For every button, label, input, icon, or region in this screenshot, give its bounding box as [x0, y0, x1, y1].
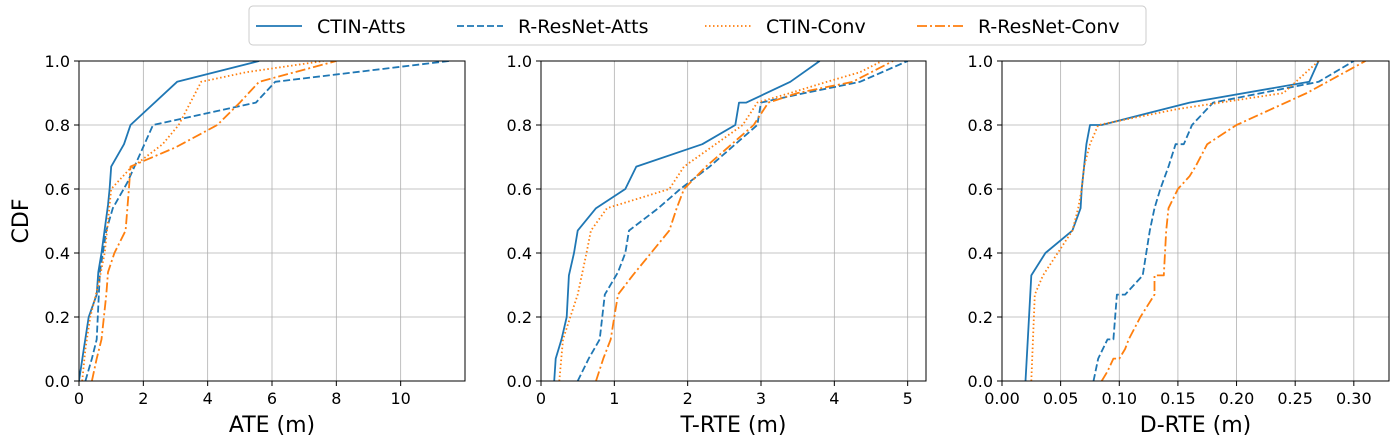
- y-tick-label: 0.6: [968, 180, 993, 199]
- y-tick-label: 0.0: [507, 372, 532, 391]
- legend-label-ctin-conv: CTIN-Conv: [766, 16, 866, 38]
- x-tick-label: 5: [903, 389, 913, 408]
- y-axis-label: CDF: [9, 199, 34, 244]
- x-tick-label: 6: [267, 389, 277, 408]
- x-tick-label: 1: [609, 389, 619, 408]
- x-tick-label: 10: [390, 389, 410, 408]
- x-tick-label: 4: [203, 389, 213, 408]
- x-tick-label: 3: [756, 389, 766, 408]
- legend-label-ctin-atts: CTIN-Atts: [317, 16, 406, 38]
- y-tick-label: 0.6: [45, 180, 70, 199]
- series-line-r-resnet-atts: [576, 61, 909, 381]
- panels: 0 2 4 6 8 10 0.0 0.2 0.4 0.6 0.8 1.0 ATE (m) 0 1 2 3 4 5 0.…: [45, 52, 1390, 438]
- x-tick-label: 0.20: [1219, 389, 1255, 408]
- series-line-ctin-conv: [558, 61, 883, 381]
- x-axis-label: T-RTE (m): [680, 413, 787, 438]
- legend-label-r-resnet-conv: R-ResNet-Conv: [978, 16, 1120, 38]
- x-tick-label: 0.30: [1336, 389, 1372, 408]
- legend: CTIN-Atts R-ResNet-Atts CTIN-Conv R-ResNet-…: [248, 5, 1147, 46]
- series-line-ctin-atts: [1024, 61, 1320, 381]
- series-line-ctin-atts: [553, 61, 821, 381]
- x-axis-label: D-RTE (m): [1140, 413, 1252, 438]
- series-line-r-resnet-atts: [1092, 61, 1355, 381]
- axes-frame: [1001, 60, 1390, 382]
- series-line-ctin-conv: [81, 61, 324, 381]
- y-tick-label: 0.2: [968, 308, 993, 327]
- x-tick-label: 2: [683, 389, 693, 408]
- legend-box: [248, 5, 1147, 46]
- legend-label-r-resnet-atts: R-ResNet-Atts: [518, 16, 648, 38]
- y-tick-label: 0.0: [968, 372, 993, 391]
- series-line-ctin-atts: [79, 61, 260, 381]
- y-tick-label: 0.4: [45, 244, 70, 263]
- series-line-ctin-conv: [1030, 61, 1320, 381]
- series-line-r-resnet-atts: [84, 61, 450, 381]
- y-tick-label: 1.0: [45, 52, 70, 71]
- x-tick-label: 2: [138, 389, 148, 408]
- y-tick-label: 0.8: [45, 116, 70, 135]
- panel-2: 0 1 2 3 4 5 0.0 0.2 0.4 0.6 0.8 1.0 T-RTE (m): [507, 52, 927, 438]
- x-tick-label: 0.25: [1277, 389, 1313, 408]
- x-tick-label: 0: [536, 389, 546, 408]
- x-tick-label: 4: [829, 389, 839, 408]
- y-tick-label: 0.8: [507, 116, 532, 135]
- y-tick-label: 0.4: [507, 244, 532, 263]
- y-tick-label: 0.2: [507, 308, 532, 327]
- x-tick-label: 0.00: [984, 389, 1020, 408]
- y-tick-label: 1.0: [968, 52, 993, 71]
- x-tick-label: 0: [74, 389, 84, 408]
- y-tick-label: 1.0: [507, 52, 532, 71]
- y-tick-label: 0.0: [45, 372, 70, 391]
- series-line-r-resnet-conv: [1100, 61, 1366, 381]
- panel-1: 0 2 4 6 8 10 0.0 0.2 0.4 0.6 0.8 1.0 ATE (m): [45, 52, 466, 438]
- x-tick-label: 0.10: [1101, 389, 1137, 408]
- y-tick-label: 0.8: [968, 116, 993, 135]
- x-tick-label: 0.15: [1160, 389, 1196, 408]
- y-tick-label: 0.6: [507, 180, 532, 199]
- y-tick-label: 0.4: [968, 244, 993, 263]
- x-tick-label: 8: [331, 389, 341, 408]
- series-line-r-resnet-conv: [91, 61, 337, 381]
- panel-3: 0.00 0.05 0.10 0.15 0.20 0.25 0.30 0.0 0.2 0.4 0.6…: [968, 52, 1390, 438]
- axes-frame: [540, 60, 927, 382]
- y-tick-label: 0.2: [45, 308, 70, 327]
- x-axis-label: ATE (m): [229, 413, 315, 438]
- x-tick-label: 0.05: [1043, 389, 1079, 408]
